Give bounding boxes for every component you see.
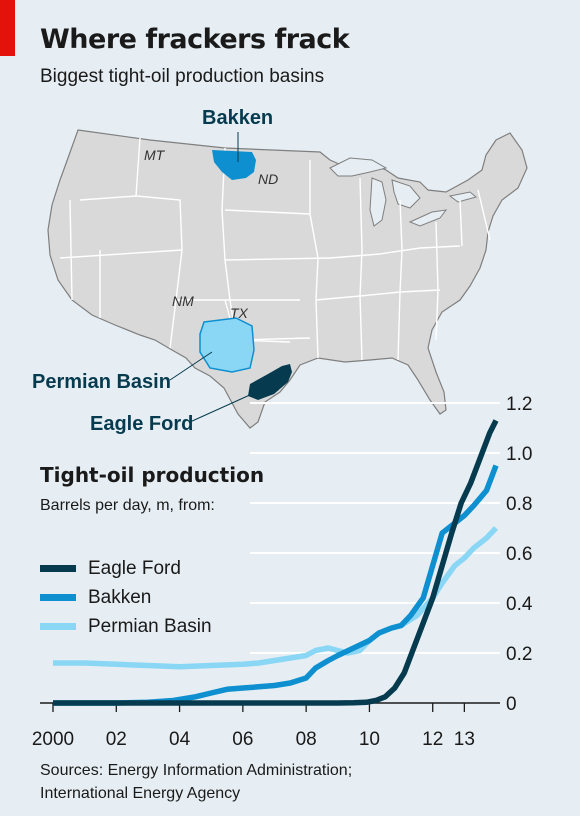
chart-title: Tight-oil production: [40, 463, 265, 487]
eagle-ford-basin: [248, 364, 292, 400]
eagle-ford-leader: [189, 393, 253, 423]
state-label-mt: MT: [144, 147, 166, 163]
legend-item-bakken: Bakken: [40, 583, 212, 612]
legend-swatch: [40, 565, 76, 572]
legend-label: Bakken: [88, 586, 152, 608]
series-line-bakken: [53, 464, 499, 706]
source-line-2: International Energy Agency: [40, 785, 241, 802]
x-tick-marks: 2000 02 04 06 08 10 12 13: [32, 703, 475, 750]
state-label-nd: ND: [258, 171, 278, 187]
brand-red-tag: [0, 0, 15, 56]
legend-label: Eagle Ford: [88, 557, 181, 579]
state-label-nm: NM: [172, 293, 194, 309]
us-basins-map: MT ND NM TX Bakken Permian Basin Eagle F…: [32, 107, 528, 435]
lake-ontario: [448, 191, 478, 203]
permian-basin: [199, 317, 255, 373]
chart-series-lines: [53, 419, 499, 706]
x-tick-label: 02: [106, 729, 127, 750]
x-tick-label: 10: [359, 729, 380, 750]
legend-swatch: [40, 623, 76, 630]
permian-leader: [169, 351, 213, 381]
legend-swatch: [40, 594, 76, 601]
series-line-eagle-ford: [53, 419, 499, 706]
eagle-ford-label: Eagle Ford: [90, 413, 193, 435]
lake-erie: [408, 209, 448, 227]
x-tick-label: 2000: [32, 729, 74, 750]
x-tick-label: 04: [169, 729, 191, 750]
lake-michigan: [369, 177, 387, 227]
page-title: Where frackers frack: [40, 24, 350, 55]
legend-label: Permian Basin: [88, 615, 212, 637]
y-tick-label: 0.8: [506, 494, 532, 515]
legend-item-permian: Permian Basin: [40, 612, 212, 641]
x-tick-label: 06: [232, 729, 253, 750]
x-tick-label: 12: [422, 729, 443, 750]
y-tick-label: 0.6: [506, 544, 532, 565]
source-line-1: Sources: Energy Information Administrati…: [40, 762, 353, 779]
bakken-basin: [212, 150, 256, 180]
y-tick-label: 0.2: [506, 644, 532, 665]
source-note: Sources: Energy Information Administrati…: [40, 759, 352, 805]
chart-legend: Eagle Ford Bakken Permian Basin: [40, 554, 212, 641]
lake-huron: [391, 179, 421, 209]
permian-label: Permian Basin: [32, 371, 171, 393]
y-tick-label: 0: [506, 694, 517, 715]
x-tick-label: 13: [454, 729, 475, 750]
state-label-tx: TX: [230, 305, 249, 321]
bakken-label: Bakken: [202, 107, 273, 129]
y-tick-label: 1.2: [506, 394, 532, 415]
y-tick-labels: 0 0.2 0.4 0.6 0.8 1.0 1.2: [506, 394, 533, 715]
legend-item-eagle-ford: Eagle Ford: [40, 554, 212, 583]
lake-superior: [329, 157, 388, 177]
y-tick-label: 0.4: [506, 594, 533, 615]
chart-gridlines: [40, 402, 500, 704]
chart-unit-label: Barrels per day, m, from:: [40, 497, 215, 514]
x-tick-label: 08: [296, 729, 317, 750]
y-tick-label: 1.0: [506, 444, 532, 465]
page-subtitle: Biggest tight-oil production basins: [40, 66, 325, 87]
